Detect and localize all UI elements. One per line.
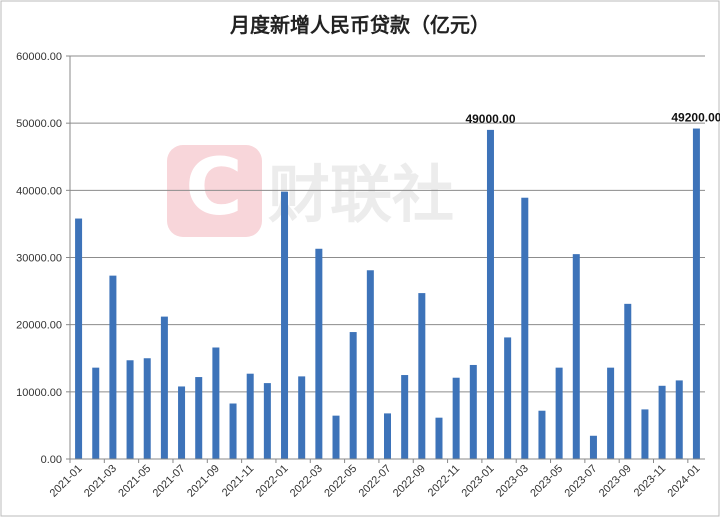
bar-2021-01	[75, 218, 83, 459]
bar-2022-02	[298, 376, 306, 459]
bar-2022-05	[349, 332, 357, 459]
watermark-text: 财联社	[268, 158, 454, 231]
bar-2021-12	[263, 383, 271, 459]
bar-2023-09	[624, 303, 632, 459]
bar-2021-06	[160, 316, 168, 459]
bar-2022-09	[418, 293, 426, 459]
bar-2021-10	[229, 403, 237, 459]
y-tick-label: 20000.00	[16, 320, 62, 332]
bar-2021-05	[143, 358, 151, 459]
bar-2023-06	[572, 254, 580, 459]
bar-2022-07	[384, 413, 391, 459]
watermark: C 财联社	[167, 143, 454, 237]
watermark-logo	[167, 145, 262, 237]
bar-2021-02	[92, 367, 100, 459]
bar-2023-07	[589, 435, 597, 459]
bar-2021-07	[178, 386, 186, 459]
bar-2021-11	[246, 373, 254, 459]
y-tick-label: 50000.00	[16, 118, 62, 130]
bar-2023-10	[641, 409, 649, 459]
y-tick-label: 10000.00	[16, 387, 62, 399]
chart-title: 月度新增人民币贷款（亿元）	[229, 13, 490, 37]
watermark-logo-letter: C	[185, 143, 242, 233]
y-tick-label: 30000.00	[16, 253, 62, 265]
bar-2021-09	[212, 347, 220, 459]
bar-2023-05	[555, 367, 563, 459]
data-label: 49000.00	[465, 112, 515, 126]
bar-2022-10	[435, 417, 443, 459]
bar-2023-04	[538, 410, 546, 459]
y-tick-label: 0.00	[41, 454, 62, 466]
bar-2023-08	[607, 367, 615, 459]
bar-2022-11	[452, 377, 460, 459]
y-tick-label: 40000.00	[16, 185, 62, 197]
bar-2023-03	[521, 197, 529, 459]
bar-2021-03	[109, 275, 117, 459]
bar-2023-02	[504, 337, 512, 459]
bar-2023-11	[658, 385, 666, 459]
bar-2022-03	[315, 248, 323, 459]
bar-2022-01	[281, 191, 289, 459]
bar-2022-06	[366, 270, 374, 459]
bar-2022-12	[469, 364, 477, 459]
bar-2021-08	[195, 377, 203, 459]
y-tick-label: 60000.00	[16, 51, 62, 63]
bar-2021-04	[126, 360, 134, 459]
bar-2022-04	[332, 415, 340, 459]
bar-2024-01	[692, 128, 700, 460]
data-label: 49200.00	[671, 111, 720, 125]
bar-2023-01	[486, 129, 494, 459]
bar-2022-08	[401, 375, 409, 459]
bar-2023-12	[675, 380, 683, 459]
